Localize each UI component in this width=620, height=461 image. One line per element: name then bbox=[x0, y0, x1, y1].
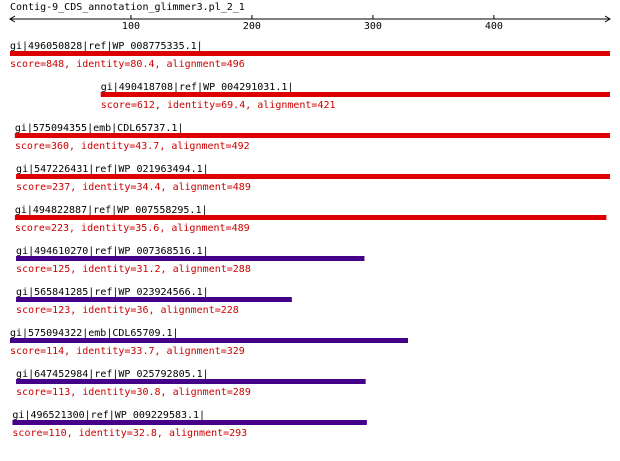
hit-bar[interactable] bbox=[16, 256, 365, 261]
hit-row: gi|647452984|ref|WP_025792805.1| score=11… bbox=[16, 369, 366, 398]
hit-label[interactable]: gi|494610270|ref|WP_007368516.1| bbox=[16, 246, 209, 257]
hit-row: gi|490418708|ref|WP_004291031.1| score=61… bbox=[100, 82, 611, 111]
hit-label[interactable]: gi|490418708|ref|WP_004291031.1| bbox=[101, 82, 294, 93]
axis-tick-label: 300 bbox=[364, 21, 382, 32]
hit-row: gi|575094322|emb|CDL65709.1| score=114, i… bbox=[10, 328, 408, 357]
hit-bar[interactable] bbox=[14, 215, 607, 220]
sequence-axis: 100 200 300 400 bbox=[9, 15, 611, 32]
hit-bar[interactable] bbox=[10, 338, 408, 343]
hit-row: gi|496050828|ref|WP_008775335.1| score=84… bbox=[10, 41, 610, 70]
hit-label[interactable]: gi|496521300|ref|WP_009229583.1| bbox=[12, 410, 205, 421]
hit-bar[interactable] bbox=[16, 297, 292, 302]
hit-label[interactable]: gi|496050828|ref|WP_008775335.1| bbox=[10, 41, 203, 52]
hit-label[interactable]: gi|575094355|emb|CDL65737.1| bbox=[15, 123, 184, 134]
hit-score: score=110, identity=32.8, alignment=293 bbox=[12, 428, 247, 439]
axis-tick-label: 400 bbox=[485, 21, 503, 32]
hit-score: score=848, identity=80.4, alignment=496 bbox=[10, 59, 245, 70]
hit-row: gi|575094355|emb|CDL65737.1| score=360, i… bbox=[14, 123, 611, 152]
hit-label[interactable]: gi|494822887|ref|WP_007558295.1| bbox=[15, 205, 208, 216]
hit-bar[interactable] bbox=[16, 174, 610, 179]
axis-arrow-left bbox=[9, 15, 16, 23]
hit-score: score=612, identity=69.4, alignment=421 bbox=[101, 100, 336, 111]
axis-tick-label: 100 bbox=[122, 21, 140, 32]
hit-bar[interactable] bbox=[12, 420, 367, 425]
axis-tick-label: 200 bbox=[243, 21, 261, 32]
hit-bar[interactable] bbox=[14, 133, 611, 138]
hit-score: score=113, identity=30.8, alignment=289 bbox=[16, 387, 251, 398]
hit-score: score=125, identity=31.2, alignment=288 bbox=[16, 264, 251, 275]
hit-row: gi|494610270|ref|WP_007368516.1| score=12… bbox=[16, 246, 365, 275]
hit-row: gi|547226431|ref|WP_021963494.1| score=23… bbox=[16, 164, 610, 193]
hit-bar[interactable] bbox=[100, 92, 611, 97]
hit-score: score=360, identity=43.7, alignment=492 bbox=[15, 141, 250, 152]
hit-score: score=237, identity=34.4, alignment=489 bbox=[16, 182, 251, 193]
hit-score: score=223, identity=35.6, alignment=489 bbox=[15, 223, 250, 234]
hit-label[interactable]: gi|565841285|ref|WP_023924566.1| bbox=[16, 287, 209, 298]
axis-arrow-right bbox=[604, 15, 611, 23]
hit-label[interactable]: gi|647452984|ref|WP_025792805.1| bbox=[16, 369, 209, 380]
hit-row: gi|565841285|ref|WP_023924566.1| score=12… bbox=[16, 287, 292, 316]
hit-row: gi|494822887|ref|WP_007558295.1| score=22… bbox=[14, 205, 607, 234]
hit-label[interactable]: gi|575094322|emb|CDL65709.1| bbox=[10, 328, 179, 339]
hit-score: score=123, identity=36, alignment=228 bbox=[16, 305, 239, 316]
hit-list: gi|496050828|ref|WP_008775335.1| score=84… bbox=[10, 41, 611, 439]
hit-bar[interactable] bbox=[16, 379, 366, 384]
diagram-title: Contig-9_CDS_annotation_glimmer3.pl_2_1 bbox=[10, 2, 245, 13]
hit-label[interactable]: gi|547226431|ref|WP_021963494.1| bbox=[16, 164, 209, 175]
hit-bar[interactable] bbox=[10, 51, 610, 56]
hit-row: gi|496521300|ref|WP_009229583.1| score=11… bbox=[12, 410, 367, 439]
hit-score: score=114, identity=33.7, alignment=329 bbox=[10, 346, 245, 357]
